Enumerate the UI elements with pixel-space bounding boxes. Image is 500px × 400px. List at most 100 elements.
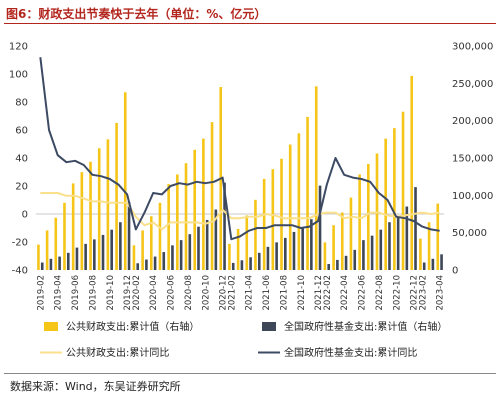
bar <box>310 219 313 270</box>
bar <box>240 260 244 270</box>
x-tick-label: 2020-12 <box>219 275 229 311</box>
legend-item: 全国政府性基金支出:累计同比 <box>258 346 417 359</box>
bar <box>236 228 240 270</box>
right-tick-label: 0 <box>452 266 458 277</box>
x-tick-label: 2019-08 <box>88 275 98 311</box>
bar <box>202 138 205 270</box>
bar <box>340 212 344 270</box>
x-tick-label: 2019-04 <box>54 275 64 311</box>
bar <box>393 128 396 270</box>
bar <box>188 234 192 270</box>
bar <box>171 245 174 270</box>
right-axis: 0 50,000 100,000 150,000 200,000 250,000 300,0… <box>452 42 493 277</box>
left-tick-label: -20 <box>12 238 28 249</box>
x-tick-label: 2020-04 <box>149 275 159 311</box>
bar <box>362 240 365 270</box>
x-tick-label: 2022-02 <box>323 275 333 311</box>
bar <box>149 216 153 270</box>
bar <box>262 178 266 270</box>
bar <box>332 225 335 270</box>
left-tick-label: 80 <box>15 98 28 109</box>
right-tick-label: 100,000 <box>452 191 493 202</box>
source-note: 数据来源：Wind，东吴证券研究所 <box>10 380 181 393</box>
bar <box>231 262 235 270</box>
bar <box>336 259 339 270</box>
bar <box>353 249 357 270</box>
bar <box>167 184 170 270</box>
bar <box>89 161 92 270</box>
bar <box>193 149 196 270</box>
x-tick-label: 2022-08 <box>375 275 385 311</box>
legend-label: 全国政府性基金支出:累计值（右轴） <box>284 320 447 333</box>
bar <box>40 262 44 270</box>
bar <box>410 75 414 271</box>
bar <box>214 209 218 270</box>
bar <box>318 185 322 270</box>
bar <box>223 182 226 270</box>
bar <box>101 234 105 270</box>
bar <box>184 163 188 270</box>
bar <box>80 172 84 270</box>
bar <box>136 263 140 270</box>
bar <box>370 235 374 270</box>
legend-label: 全国政府性基金支出:累计同比 <box>284 346 417 359</box>
bar <box>45 230 49 270</box>
left-tick-label: 60 <box>15 126 28 137</box>
bar <box>401 111 405 271</box>
legend-swatch <box>44 322 58 331</box>
bar <box>327 264 331 270</box>
bar <box>314 86 318 270</box>
x-tick-label: 2020-02 <box>132 275 142 311</box>
bar <box>344 255 348 270</box>
series-line <box>40 192 440 231</box>
bar <box>63 202 66 270</box>
bar <box>431 258 435 270</box>
bar <box>75 247 79 270</box>
x-tick-label: 2021-06 <box>262 275 272 311</box>
left-tick-label: 100 <box>9 70 28 81</box>
bar <box>145 259 148 270</box>
bar <box>419 238 422 270</box>
bar <box>66 252 70 270</box>
bar <box>205 219 209 270</box>
x-tick-label: 2019-10 <box>106 275 116 311</box>
bar <box>158 202 162 270</box>
bar <box>284 237 287 270</box>
right-tick-label: 250,000 <box>452 79 493 90</box>
bar <box>440 254 443 270</box>
bar <box>249 257 252 270</box>
legend-item: 全国政府性基金支出:累计值（右轴） <box>262 320 447 333</box>
bar <box>301 227 304 270</box>
bar <box>396 215 400 270</box>
bar <box>257 252 261 270</box>
bar <box>405 206 409 270</box>
bar <box>414 187 417 270</box>
bar <box>54 217 58 270</box>
bar <box>280 158 283 270</box>
legend-label: 公共财政支出:累计同比 <box>66 346 169 359</box>
bar <box>179 240 183 270</box>
bar <box>119 222 122 270</box>
bar <box>271 169 275 270</box>
right-tick-label: 200,000 <box>452 116 493 127</box>
left-tick-label: -40 <box>12 266 28 277</box>
legend: 公共财政支出:累计值（右轴） 全国政府性基金支出:累计值（右轴） 公共财政支出:累计… <box>40 320 447 359</box>
bar <box>162 252 166 270</box>
x-tick-label: 2020-10 <box>201 275 211 311</box>
x-tick-label: 2019-06 <box>71 275 81 311</box>
bar <box>292 231 296 270</box>
bar <box>228 243 231 270</box>
bar <box>379 229 383 270</box>
x-tick-label: 2021-10 <box>297 275 307 311</box>
right-tick-label: 150,000 <box>452 154 493 165</box>
bar <box>288 144 292 270</box>
bar <box>388 222 391 270</box>
legend-item: 公共财政支出:累计值（右轴） <box>44 320 199 333</box>
bar <box>115 122 118 270</box>
x-tick-label: 2021-02 <box>227 275 237 311</box>
bar <box>71 183 75 270</box>
bar <box>197 226 200 270</box>
series-line <box>39 57 440 241</box>
x-axis: 2019-02 2019-04 2019-06 2019-08 2019-10 2019-… <box>36 275 445 311</box>
